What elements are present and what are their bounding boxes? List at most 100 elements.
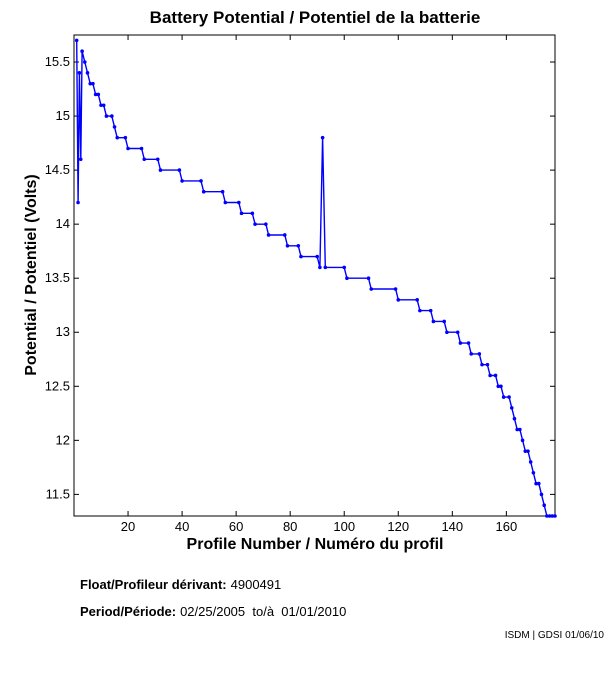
chart-title: Battery Potential / Potentiel de la batt… (150, 8, 481, 27)
x-tick-label: 60 (229, 519, 243, 534)
data-point (85, 71, 90, 75)
x-tick-label: 140 (441, 519, 463, 534)
data-point (315, 254, 320, 259)
data-point (366, 276, 371, 281)
data-point (466, 341, 471, 345)
data-point (93, 92, 98, 97)
data-point (507, 395, 511, 399)
data-point (199, 179, 203, 183)
data-point (547, 514, 552, 518)
data-point (536, 481, 541, 486)
y-tick-label: 13.5 (45, 270, 70, 285)
data-point (499, 384, 503, 389)
data-point (523, 449, 528, 453)
data-point (477, 352, 482, 356)
data-point (101, 103, 106, 108)
data-point (509, 406, 514, 410)
data-point (142, 157, 147, 162)
x-tick-label: 80 (283, 519, 297, 534)
data-point (534, 481, 538, 486)
y-tick-label: 15 (56, 108, 70, 123)
data-point (501, 395, 506, 399)
data-point (550, 514, 555, 518)
data-point (342, 265, 347, 270)
data-point (220, 189, 225, 194)
data-point (250, 211, 255, 216)
data-point (528, 460, 533, 464)
y-tick-label: 13 (56, 324, 70, 339)
data-point (239, 211, 244, 216)
data-point (83, 60, 87, 64)
data-point (126, 146, 130, 151)
data-point (180, 179, 184, 183)
float-label: Float/Profileur dérivant: (80, 577, 227, 592)
data-point (428, 308, 433, 313)
y-tick-label: 12 (56, 432, 70, 447)
data-point (110, 114, 114, 118)
series-line-battery-potential (76, 40, 555, 517)
data-point (112, 125, 117, 129)
data-point (553, 514, 557, 518)
data-point (545, 514, 549, 518)
data-point (264, 222, 268, 226)
data-point (345, 276, 349, 281)
x-tick-label: 20 (121, 519, 135, 534)
float-value: 4900491 (230, 577, 282, 592)
x-tick-label: 100 (333, 519, 355, 534)
data-point (155, 157, 160, 162)
data-point (520, 438, 525, 443)
data-point (104, 114, 109, 118)
data-point (323, 265, 328, 270)
data-point (99, 103, 103, 108)
data-point (542, 503, 546, 507)
data-point (139, 146, 144, 151)
data-point (539, 492, 544, 497)
period-value: 02/25/2005 to/à 01/01/2010 (180, 604, 347, 619)
data-point (485, 362, 490, 367)
data-point (253, 222, 257, 226)
x-axis-ticks: 20 40 60 80 100 120 140 160 (121, 35, 517, 534)
data-point (296, 243, 301, 248)
y-tick-label: 14 (56, 216, 70, 231)
plot-area (73, 34, 556, 517)
data-point (458, 341, 463, 345)
data-point (158, 168, 163, 172)
data-point (480, 362, 484, 367)
period-label: Period/Période: (80, 604, 177, 619)
data-point (512, 416, 517, 421)
data-point (369, 287, 374, 291)
period-info: Period/Période: 02/25/2005 to/à 01/01/201… (80, 604, 346, 619)
data-point (77, 71, 82, 75)
data-point (469, 352, 474, 356)
y-tick-label: 14.5 (45, 162, 70, 177)
data-point (285, 243, 290, 248)
footer-credit: ISDM | GDSI 01/06/10 (504, 630, 604, 641)
data-point (74, 38, 79, 43)
data-point (115, 135, 120, 140)
data-point (91, 81, 95, 86)
x-tick-label: 40 (175, 519, 189, 534)
data-point (515, 427, 519, 432)
data-point (318, 265, 322, 270)
data-point (266, 233, 271, 237)
data-point (488, 373, 492, 378)
data-point (76, 200, 80, 205)
data-point (415, 298, 419, 302)
data-point (518, 427, 522, 432)
data-point (78, 157, 83, 162)
data-point (431, 319, 436, 324)
y-tick-label: 11.5 (46, 486, 70, 501)
data-point (526, 449, 530, 453)
data-point (223, 200, 228, 205)
y-tick-label: 12.5 (45, 378, 70, 393)
data-point (299, 254, 303, 259)
data-point (96, 92, 101, 97)
data-point (396, 298, 401, 302)
series-points (74, 38, 557, 518)
data-point (393, 287, 398, 291)
data-point (282, 233, 287, 237)
float-info: Float/Profileur dérivant: 4900491 (80, 577, 281, 592)
data-point (455, 330, 460, 335)
x-tick-label: 120 (387, 519, 409, 534)
